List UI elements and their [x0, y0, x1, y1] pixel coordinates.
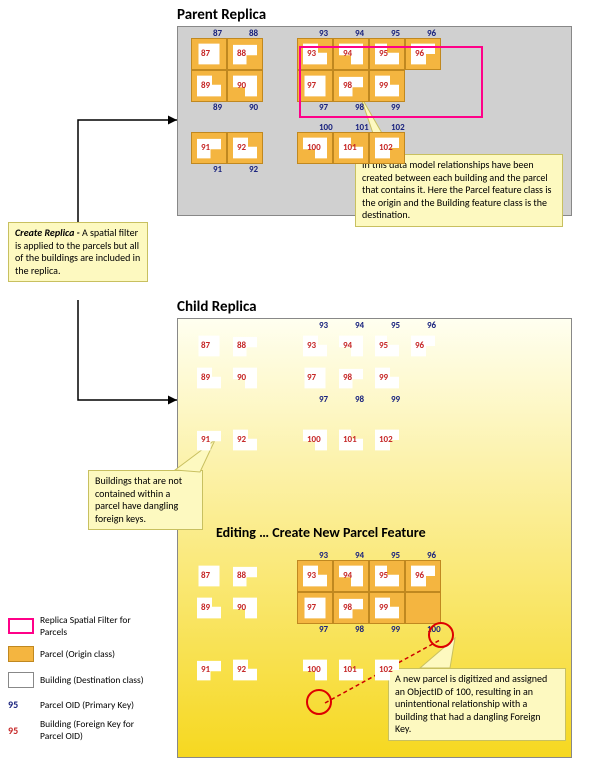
parcel-id-94: 94 [355, 550, 364, 561]
legend-parcel-oid: 95 Parcel OID (Primary Key) [8, 698, 134, 711]
building-id-87: 87 [201, 570, 210, 581]
building-id-102: 102 [379, 142, 393, 153]
callout-data-model: In this data model relationships have be… [355, 154, 563, 227]
child-title: Child Replica [177, 298, 257, 316]
building-id-100: 100 [307, 664, 321, 675]
building-id-89: 89 [201, 372, 210, 383]
building-id-100: 100 [307, 434, 321, 445]
building-id-93: 93 [307, 340, 316, 351]
building-id-89: 89 [201, 80, 210, 91]
parent-title: Parent Replica [177, 6, 266, 24]
parcel-id-94: 94 [355, 320, 364, 331]
spatial-filter-rect [299, 46, 483, 118]
building-id-92: 92 [237, 142, 246, 153]
building-id-89: 89 [201, 602, 210, 613]
building-id-96: 96 [415, 570, 424, 581]
legend-bfk-num: 95 [8, 724, 34, 737]
parcel-id-93: 93 [319, 550, 328, 561]
legend-parcel-swatch [8, 646, 34, 662]
building-id-87: 87 [201, 340, 210, 351]
parcel-id-87: 87 [213, 28, 222, 39]
legend-building-swatch [8, 672, 34, 688]
callout-create-replica: Create Replica - A spatial filter is app… [8, 222, 148, 282]
building-id-88: 88 [237, 48, 246, 59]
parcel-id-93: 93 [319, 320, 328, 331]
legend-parcel-label: Parcel (Origin class) [40, 648, 115, 660]
legend-building: Building (Destination class) [8, 672, 144, 688]
building-id-98: 98 [343, 372, 352, 383]
building-id-96: 96 [415, 340, 424, 351]
building-id-100: 100 [307, 142, 321, 153]
building-id-98: 98 [343, 602, 352, 613]
building-id-91: 91 [201, 664, 210, 675]
parcel-id-94: 94 [355, 28, 364, 39]
building-id-97: 97 [307, 372, 316, 383]
legend-building-label: Building (Destination class) [40, 674, 144, 686]
legend-poid-num: 95 [8, 698, 34, 711]
parcel-id-91: 91 [213, 164, 222, 175]
building-id-94: 94 [343, 570, 352, 581]
circle-building-100 [306, 689, 332, 715]
parcel-id-92: 92 [249, 164, 258, 175]
building-id-90: 90 [237, 80, 246, 91]
parcel-id-97: 97 [319, 394, 328, 405]
legend-poid-label: Parcel OID (Primary Key) [40, 699, 134, 711]
parcel-id-99: 99 [391, 394, 400, 405]
parcel-id-96: 96 [427, 550, 436, 561]
building-id-95: 95 [379, 570, 388, 581]
arrow-to-parent [78, 120, 177, 222]
legend-building-fk: 95 Building (Foreign Key for Parcel OID) [8, 718, 150, 742]
parcel-100 [405, 592, 441, 624]
building-id-102: 102 [379, 434, 393, 445]
legend-parcel: Parcel (Origin class) [8, 646, 115, 662]
building-id-92: 92 [237, 434, 246, 445]
building-id-93: 93 [307, 570, 316, 581]
parcel-id-96: 96 [427, 28, 436, 39]
building-id-101: 101 [343, 434, 357, 445]
building-id-102: 102 [379, 664, 393, 675]
building-id-90: 90 [237, 372, 246, 383]
legend-filter: Replica Spatial Filter for Parcels [8, 614, 140, 638]
parcel-id-98: 98 [355, 624, 364, 635]
callout-new-parcel: A new parcel is digitized and assigned a… [388, 668, 566, 741]
building-id-94: 94 [343, 340, 352, 351]
parcel-id-90: 90 [249, 102, 258, 113]
parcel-id-100: 100 [319, 122, 333, 133]
parcel-id-95: 95 [391, 550, 400, 561]
parcel-id-102: 102 [391, 122, 405, 133]
building-id-99: 99 [379, 372, 388, 383]
legend-filter-swatch [8, 618, 34, 634]
building-id-91: 91 [201, 142, 210, 153]
parcel-id-96: 96 [427, 320, 436, 331]
parcel-id-101: 101 [355, 122, 369, 133]
building-id-97: 97 [307, 602, 316, 613]
building-id-95: 95 [379, 340, 388, 351]
building-id-101: 101 [343, 664, 357, 675]
parcel-id-97: 97 [319, 624, 328, 635]
legend-filter-label: Replica Spatial Filter for Parcels [40, 614, 140, 638]
parcel-id-88: 88 [249, 28, 258, 39]
legend-bfk-label: Building (Foreign Key for Parcel OID) [40, 718, 150, 742]
callout-cr-bold: Create Replica - [15, 226, 82, 239]
building-id-99: 99 [379, 602, 388, 613]
building-id-90: 90 [237, 602, 246, 613]
building-id-88: 88 [237, 340, 246, 351]
arrow-to-child [78, 300, 177, 400]
building-id-101: 101 [343, 142, 357, 153]
parcel-id-99: 99 [391, 624, 400, 635]
circle-parcel-100 [428, 622, 454, 648]
parcel-id-89: 89 [213, 102, 222, 113]
building-id-91: 91 [201, 434, 210, 445]
callout-dangling: Buildings that are not contained within … [88, 470, 203, 530]
parcel-id-93: 93 [319, 28, 328, 39]
editing-title: Editing … Create New Parcel Feature [216, 524, 426, 541]
building-id-87: 87 [201, 48, 210, 59]
parcel-id-95: 95 [391, 320, 400, 331]
parcel-id-95: 95 [391, 28, 400, 39]
building-id-92: 92 [237, 664, 246, 675]
building-id-88: 88 [237, 570, 246, 581]
parcel-id-98: 98 [355, 394, 364, 405]
